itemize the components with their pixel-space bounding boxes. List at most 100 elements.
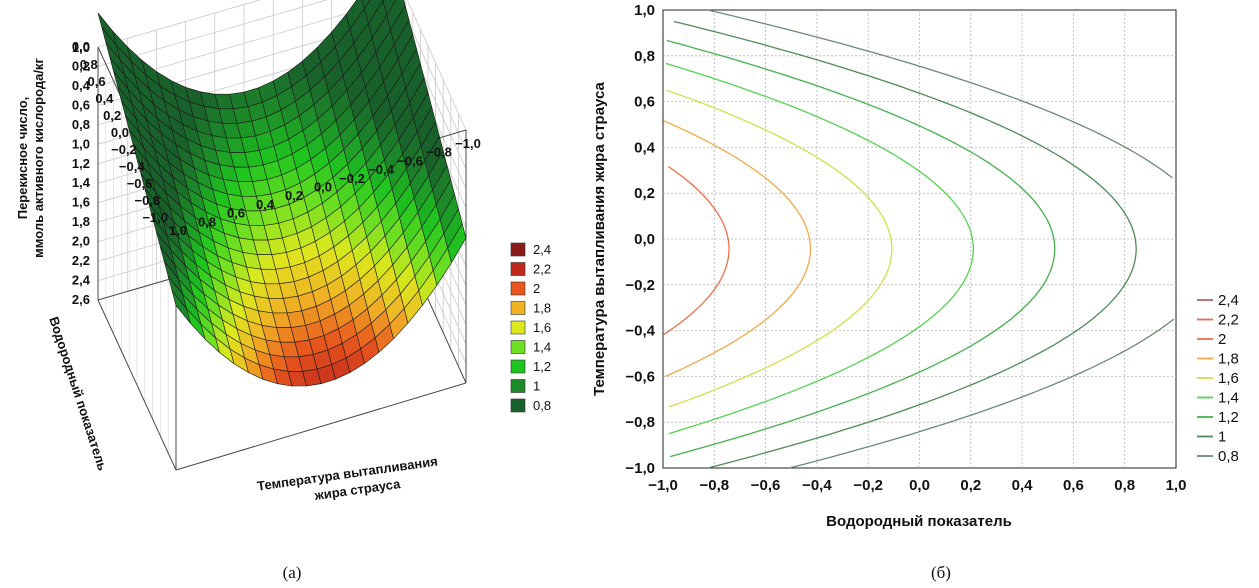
surface-z-tick-label: 2,0 [72, 234, 90, 249]
contour-y-tick-label: −0,8 [625, 414, 655, 431]
contour-y-tick-label: −1,0 [625, 460, 655, 477]
surface-mesh [97, 0, 467, 387]
contour-line [789, 318, 1174, 469]
surface-y-axis-title: Водородный показатель [46, 315, 110, 473]
surface-y-tick-label: 0,4 [95, 91, 114, 106]
contour-y-tick-label: −0,6 [625, 368, 655, 385]
surface-legend-label: 1 [533, 379, 540, 394]
surface-legend-swatch [510, 398, 526, 413]
contour-x-tick-label: 0,6 [1063, 477, 1084, 494]
surface-x-tick-label: 0,0 [314, 180, 332, 195]
surface-x-tick-label: 0,4 [256, 197, 275, 212]
surface-legend-swatch [510, 242, 526, 257]
contour-legend-label: 1,2 [1218, 409, 1239, 426]
surface-z-tick-label: 2,6 [72, 292, 90, 307]
surface-y-tick-label: −0,2 [111, 142, 137, 157]
surface-legend-swatch [510, 262, 526, 276]
contour-y-tick-label: 1,0 [634, 2, 655, 19]
surface-z-tick-label: 0,8 [72, 117, 90, 132]
surface-x-ticks: 1,0 0,8 0,6 0,4 0,2 0,0 −0,2−0,4−0,6−0,8−1,0 [169, 136, 481, 238]
contour-line [663, 165, 730, 335]
contour-x-tick-label: 0,2 [960, 477, 981, 494]
surface-legend-label: 2 [533, 281, 540, 296]
contour-legend-label: 1,4 [1218, 390, 1239, 407]
surface-legend: 2,4 2,2 2 1,8 1,6 1,4 1,2 1 0,8 [510, 242, 551, 413]
surface-legend-swatch [510, 340, 526, 354]
contour-lines [663, 9, 1174, 469]
surface-legend-label: 1,8 [533, 301, 551, 316]
contour-chart: −1,0 −0,8 −0,6 −0,4 −0,2 0,0 0,2 0,4 0,6 0,8 1,0 1… [591, 2, 1239, 582]
surface-x-tick-label: 0,2 [285, 188, 303, 203]
contour-legend-label: 2,2 [1218, 312, 1239, 329]
contour-y-tick-label: 0,4 [634, 139, 656, 156]
surface-z-axis-title-line2: ммоль активного кислорода/кг [31, 58, 46, 258]
surface-z-tick-label: 1,8 [72, 214, 90, 229]
surface-y-tick-label: 0,6 [88, 74, 106, 89]
panel-b-caption: (б) [931, 563, 951, 582]
surface-legend-swatch [510, 379, 526, 393]
surface-legend-swatch [510, 281, 526, 296]
surface-z-tick-label: 2,2 [72, 253, 90, 268]
surface-y-tick-label: 0,2 [103, 108, 121, 123]
surface-z-tick-label: 0,6 [72, 97, 90, 112]
contour-x-tick-label: −0,6 [751, 477, 781, 494]
surface-legend-label: 0,8 [533, 398, 551, 413]
contour-x-tick-label: 1,0 [1166, 477, 1187, 494]
contour-y-tick-label: −0,2 [625, 277, 655, 294]
surface-legend-label: 1,4 [533, 340, 551, 355]
contour-legend-label: 1,6 [1218, 370, 1239, 387]
panel-a-caption: (а) [283, 563, 302, 582]
contour-y-axis-title: Температура вытапливания жира страуса [591, 81, 608, 395]
surface-z-ticks: 0,0 0,2 0,4 0,6 0,8 1,0 1,2 1,4 1,6 1,8 2,0 2,2 2,4 2… [72, 39, 91, 307]
contour-legend-label: 0,8 [1218, 448, 1239, 465]
surface-z-axis-title-line1: Перекисное число, [15, 97, 30, 220]
contour-y-tick-label: 0,0 [634, 231, 655, 248]
contour-gridlines [663, 10, 1176, 468]
surface-z-tick-label: 2,4 [72, 273, 91, 288]
surface-z-tick-label: 0,4 [72, 78, 91, 93]
contour-legend-label: 1,8 [1218, 351, 1239, 368]
contour-x-ticks: −1,0 −0,8 −0,6 −0,4 −0,2 0,0 0,2 0,4 0,6 0,8 1,0 [648, 477, 1186, 494]
surface-legend-swatch [510, 320, 526, 335]
surface-y-tick-label: −0,8 [135, 193, 161, 208]
surface-y-ticks: 1,00,80,60,40,20,0−0,2−0,4−0,6−0,8−1,0 [72, 40, 168, 225]
surface-x-tick-label: −1,0 [455, 136, 481, 151]
contour-y-tick-label: −0,4 [625, 323, 655, 340]
contour-y-tick-label: 0,6 [634, 94, 655, 111]
contour-legend-label: 2 [1218, 331, 1226, 348]
surface-legend-label: 2,2 [533, 262, 551, 277]
surface-z-tick-label: 1,4 [72, 175, 91, 190]
surface-x-tick-label: 0,8 [198, 214, 216, 229]
surface-cell [447, 222, 467, 264]
contour-x-tick-label: −1,0 [648, 477, 678, 494]
surface-x-tick-label: −0,2 [339, 171, 365, 186]
contour-x-tick-label: −0,4 [802, 477, 832, 494]
surface-y-tick-label: −0,6 [127, 176, 153, 191]
surface-y-tick-label: 1,0 [72, 40, 90, 55]
contour-y-tick-label: 0,2 [634, 185, 655, 202]
contour-line [666, 89, 893, 408]
surface-z-tick-label: 1,0 [72, 136, 90, 151]
surface-legend-label: 2,4 [533, 242, 551, 257]
contour-x-tick-label: −0,8 [699, 477, 729, 494]
surface-y-tick-label: 0,0 [111, 125, 129, 140]
surface-legend-label: 1,2 [533, 359, 551, 374]
surface-x-tick-label: 1,0 [169, 223, 187, 238]
surface-chart: 0,00,20,40,60,81,01,21,41,61,82,02,22,42… [15, 0, 551, 582]
contour-x-axis-title: Водородный показатель [826, 513, 1012, 530]
surface-z-tick-label: 1,2 [72, 156, 90, 171]
contour-legend: 2,4 2,2 2 1,8 1,6 1,4 1,2 1 0,8 [1197, 292, 1239, 465]
surface-x-tick-label: −0,8 [426, 145, 452, 160]
contour-line [673, 20, 1137, 469]
surface-y-tick-label: −1,0 [142, 210, 168, 225]
surface-x-tick-label: −0,4 [368, 162, 394, 177]
surface-x-tick-label: −0,6 [397, 153, 423, 168]
surface-legend-swatch [510, 301, 526, 315]
surface-y-tick-label: −0,4 [119, 159, 145, 174]
surface-cell [382, 0, 397, 17]
contour-x-tick-label: 0,4 [1012, 477, 1034, 494]
surface-legend-swatch [510, 359, 526, 374]
contour-legend-label: 1 [1218, 429, 1226, 446]
contour-line [663, 120, 812, 377]
